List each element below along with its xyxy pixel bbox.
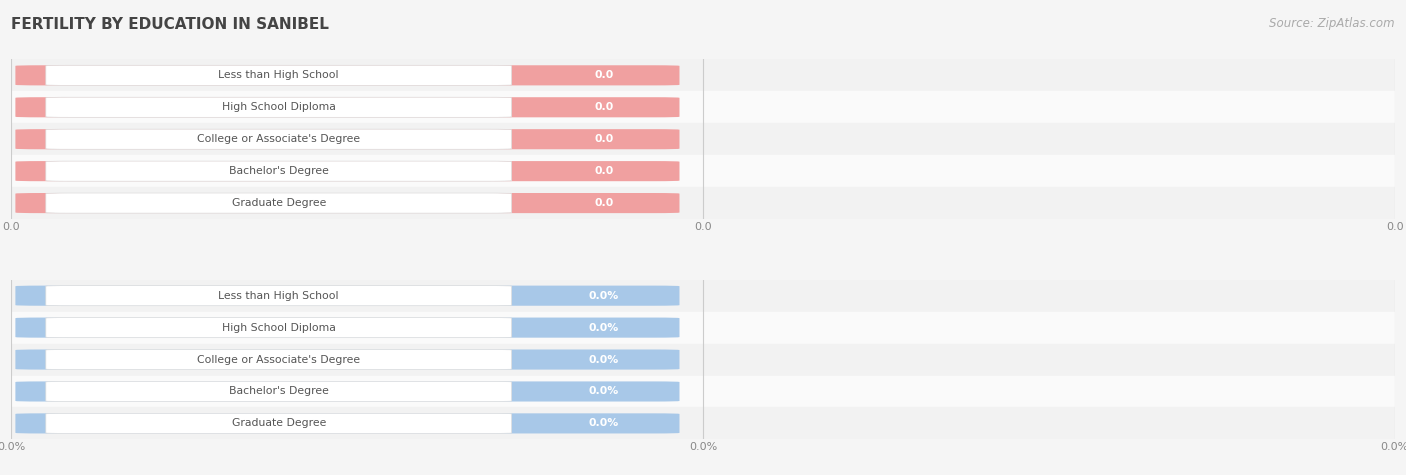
Text: Graduate Degree: Graduate Degree <box>232 418 326 428</box>
FancyBboxPatch shape <box>15 350 679 370</box>
FancyBboxPatch shape <box>46 161 512 181</box>
FancyBboxPatch shape <box>15 381 679 401</box>
FancyBboxPatch shape <box>15 129 679 149</box>
Bar <box>11 376 1395 408</box>
Text: College or Associate's Degree: College or Associate's Degree <box>197 354 360 364</box>
FancyBboxPatch shape <box>15 65 679 86</box>
Bar <box>11 91 1395 123</box>
Text: Bachelor's Degree: Bachelor's Degree <box>229 387 329 397</box>
Text: FERTILITY BY EDUCATION IN SANIBEL: FERTILITY BY EDUCATION IN SANIBEL <box>11 17 329 32</box>
Text: Bachelor's Degree: Bachelor's Degree <box>229 166 329 176</box>
FancyBboxPatch shape <box>46 285 512 306</box>
Bar <box>11 408 1395 439</box>
FancyBboxPatch shape <box>46 350 512 370</box>
Text: Less than High School: Less than High School <box>218 291 339 301</box>
FancyBboxPatch shape <box>46 129 512 149</box>
Text: Source: ZipAtlas.com: Source: ZipAtlas.com <box>1270 17 1395 29</box>
Text: 0.0%: 0.0% <box>589 418 619 428</box>
FancyBboxPatch shape <box>15 285 679 306</box>
Bar <box>11 155 1395 187</box>
Text: 0.0: 0.0 <box>595 166 613 176</box>
Text: 0.0%: 0.0% <box>589 323 619 332</box>
Bar <box>11 59 1395 91</box>
Bar <box>11 280 1395 312</box>
FancyBboxPatch shape <box>15 318 679 338</box>
Text: High School Diploma: High School Diploma <box>222 102 336 112</box>
Text: 0.0%: 0.0% <box>589 291 619 301</box>
FancyBboxPatch shape <box>15 97 679 117</box>
Text: 0.0: 0.0 <box>595 70 613 80</box>
Text: 0.0: 0.0 <box>595 102 613 112</box>
Bar <box>11 343 1395 376</box>
FancyBboxPatch shape <box>46 97 512 117</box>
Text: 0.0: 0.0 <box>595 198 613 208</box>
Text: Graduate Degree: Graduate Degree <box>232 198 326 208</box>
Text: College or Associate's Degree: College or Associate's Degree <box>197 134 360 144</box>
FancyBboxPatch shape <box>15 413 679 434</box>
Text: High School Diploma: High School Diploma <box>222 323 336 332</box>
FancyBboxPatch shape <box>46 318 512 338</box>
FancyBboxPatch shape <box>15 193 679 213</box>
FancyBboxPatch shape <box>46 193 512 213</box>
FancyBboxPatch shape <box>46 65 512 86</box>
FancyBboxPatch shape <box>46 381 512 401</box>
Text: 0.0: 0.0 <box>595 134 613 144</box>
Text: 0.0%: 0.0% <box>589 387 619 397</box>
FancyBboxPatch shape <box>15 161 679 181</box>
Bar <box>11 312 1395 343</box>
Text: 0.0%: 0.0% <box>589 354 619 364</box>
Bar <box>11 187 1395 219</box>
FancyBboxPatch shape <box>46 413 512 434</box>
Text: Less than High School: Less than High School <box>218 70 339 80</box>
Bar <box>11 123 1395 155</box>
